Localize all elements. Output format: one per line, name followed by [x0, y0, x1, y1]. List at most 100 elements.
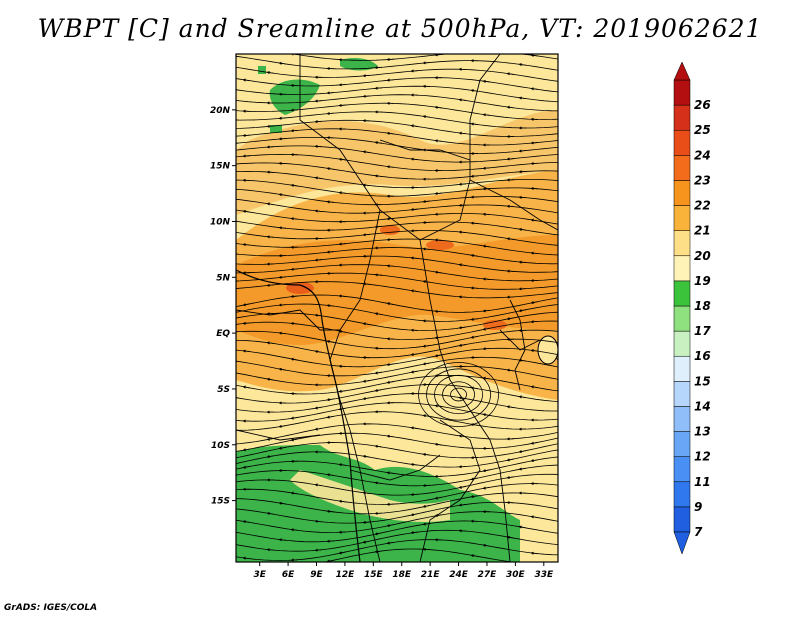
color-bar-segment: [673, 406, 691, 432]
streamline-arrow: [326, 559, 335, 562]
streamline: [236, 303, 558, 322]
streamline-arrow: [374, 86, 383, 90]
lon-tick-label: 3E: [253, 570, 266, 580]
streamline-arrow: [434, 354, 443, 358]
streamline-arrow: [482, 244, 491, 248]
lat-tick-label: 10S: [211, 441, 230, 451]
streamline-arrow: [410, 207, 419, 212]
streamline: [236, 111, 558, 129]
streamline-arrow: [410, 289, 419, 293]
streamline-arrow: [278, 275, 287, 279]
streamline-arrow: [482, 543, 491, 548]
streamline-arrow: [362, 396, 371, 401]
streamline-arrow: [326, 339, 335, 344]
streamline-arrow: [362, 322, 371, 326]
streamline-arrow: [362, 282, 371, 286]
color-bar-segment: [673, 280, 691, 307]
streamline-arrow: [386, 78, 395, 82]
streamline-arrow: [422, 199, 431, 204]
color-bar-segment: [673, 180, 691, 206]
streamline-arrow: [326, 398, 335, 402]
streamline: [236, 55, 558, 71]
streamline-arrow: [242, 520, 251, 524]
streamline-arrow: [518, 449, 527, 454]
color-bar-segment: [673, 506, 691, 533]
streamline-arrow: [278, 446, 287, 450]
lat-tick-label: 5S: [217, 385, 230, 395]
streamline-arrow: [290, 129, 299, 133]
streamline-arrow: [374, 141, 383, 145]
streamline-arrow: [314, 258, 323, 262]
streamline-arrow: [386, 523, 395, 528]
streamline-arrow: [518, 358, 527, 362]
lat-tick-label: EQ: [216, 329, 230, 339]
lat-tick-label: 20N: [210, 106, 231, 116]
north-green: [269, 79, 320, 115]
streamline-arrow: [236, 55, 239, 57]
color-bar-max-arrow: [673, 61, 691, 81]
streamline-arrow: [482, 376, 491, 380]
color-bar-label: 23: [694, 173, 711, 187]
streamline-arrow: [470, 386, 479, 390]
streamline-arrow: [482, 277, 491, 281]
streamline-arrow: [458, 326, 467, 330]
streamline-arrow: [458, 230, 467, 234]
streamline: [236, 209, 558, 225]
color-bar-label: 20: [694, 249, 711, 263]
streamline-arrow: [326, 91, 335, 95]
streamline-arrow: [278, 61, 287, 65]
streamline-arrow: [314, 548, 323, 552]
streamline-arrow: [242, 349, 251, 353]
streamline-arrow: [314, 350, 323, 354]
streamline-arrow: [434, 442, 443, 446]
lon-tick-label: 27E: [478, 570, 498, 580]
streamline-arrow: [386, 302, 395, 306]
color-bar-segment: [673, 255, 691, 282]
streamline-arrow: [266, 377, 275, 381]
streamline-arrow: [422, 247, 431, 251]
streamline: [236, 137, 558, 154]
streamline: [236, 102, 558, 120]
streamline-arrow: [482, 469, 491, 473]
streamline-arrow: [530, 515, 539, 519]
streamline-arrow: [458, 485, 467, 489]
streamline-arrow: [458, 98, 467, 102]
streamline-arrow: [434, 270, 443, 274]
streamline-arrow: [338, 551, 347, 555]
streamline: [236, 347, 558, 368]
streamline-arrow: [410, 157, 419, 161]
streamline-arrow: [506, 317, 515, 321]
streamline: [236, 483, 558, 505]
color-bar-label: 13: [694, 425, 711, 439]
streamline-arrow: [374, 371, 383, 375]
streamline-arrow: [530, 218, 539, 222]
color-bar-label: 14: [694, 399, 711, 413]
streamline-arrow: [482, 309, 491, 313]
streamline-arrow: [338, 103, 347, 108]
streamline-arrow: [362, 491, 371, 495]
streamline-arrow: [410, 531, 419, 535]
streamline-arrow: [314, 99, 323, 103]
lon-tick-label: 12E: [336, 570, 356, 580]
lon-tick-label: 24E: [449, 570, 469, 580]
streamline-arrow: [518, 395, 527, 399]
map-title: WBPT [C] and Sreamline at 500hPa, VT: 20…: [37, 14, 763, 43]
streamline: [236, 272, 558, 290]
streamline-arrow: [326, 111, 335, 116]
streamline: [426, 368, 491, 421]
color-bar-label: 12: [694, 450, 711, 464]
color-bar-label: 24: [694, 148, 711, 162]
streamline-arrow: [518, 525, 527, 529]
color-bar-segment: [673, 230, 691, 257]
color-bar-segment: [673, 205, 691, 231]
streamline-arrow: [314, 313, 323, 317]
streamline-arrow: [290, 438, 299, 442]
streamline-arrow: [506, 157, 515, 161]
streamline-arrow: [290, 416, 299, 420]
streamline: [434, 374, 483, 415]
streamline-arrow: [290, 183, 299, 187]
streamline-arrow: [236, 531, 239, 534]
streamline-arrow: [374, 225, 383, 229]
color-bar-segment: [673, 330, 691, 357]
color-bar-label: 18: [694, 299, 711, 313]
